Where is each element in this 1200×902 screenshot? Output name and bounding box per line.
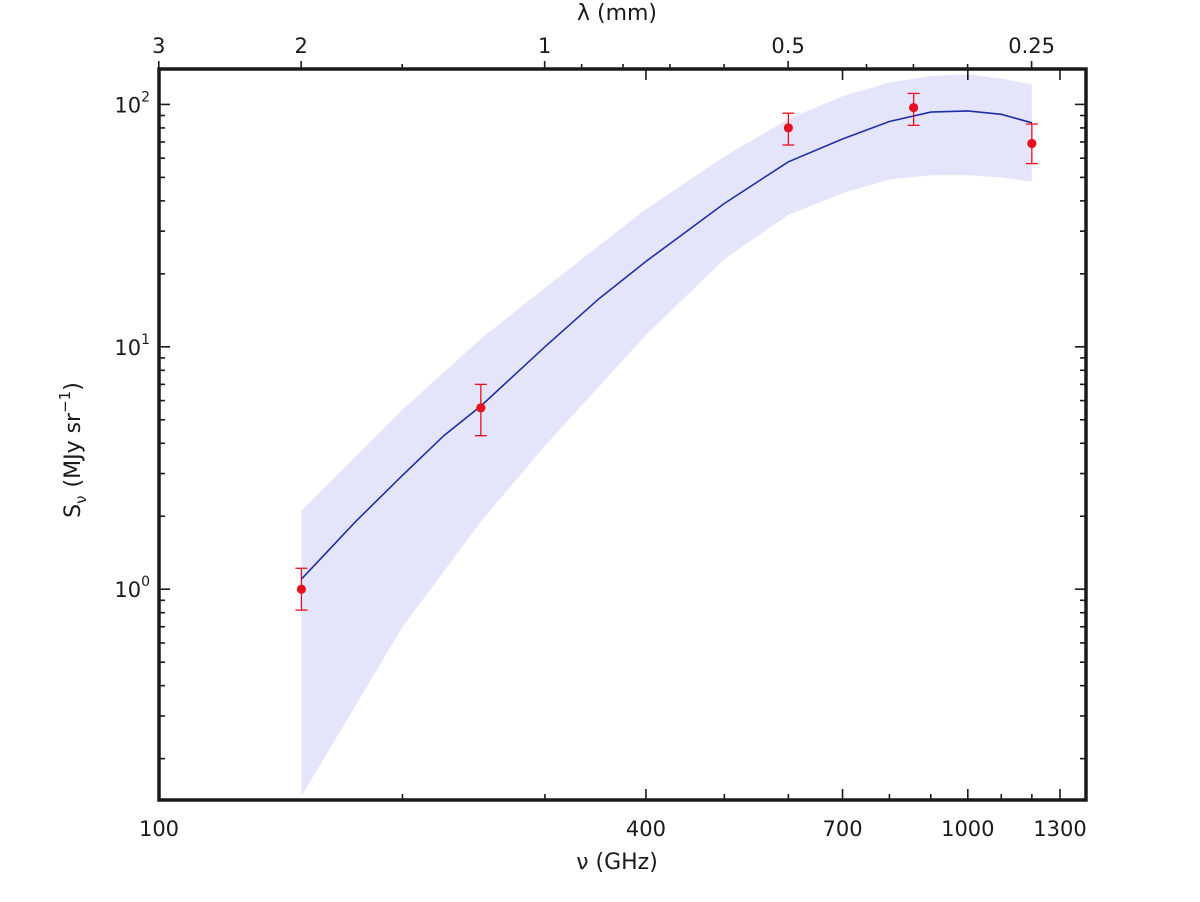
top-tick-label: 1 xyxy=(538,34,551,58)
y-tick-base: 10 xyxy=(114,336,141,360)
y-axis-label-units: (MJy sr xyxy=(61,412,86,488)
data-point-2 xyxy=(474,383,487,437)
y-axis-label-units-exponent: −1 xyxy=(56,391,74,413)
x-tick-label: 1000 xyxy=(941,817,994,841)
top-tick-label: 0.25 xyxy=(1008,34,1055,58)
data-points-layer xyxy=(295,92,1038,611)
y-tick-exponent: 2 xyxy=(141,89,150,105)
y-tick-label: 102 xyxy=(114,89,150,117)
y-axis-label-units-close: ) xyxy=(61,382,86,391)
top-tick-label: 0.5 xyxy=(771,34,804,58)
data-marker xyxy=(783,123,793,133)
model-line-layer xyxy=(300,110,1033,580)
data-marker xyxy=(1027,138,1037,149)
data-point-4 xyxy=(907,92,920,126)
model-line xyxy=(300,110,1033,580)
x-tick-label: 1300 xyxy=(1033,817,1086,841)
uncertainty-band xyxy=(301,74,1032,797)
y-tick-base: 10 xyxy=(114,93,141,117)
plot-frame xyxy=(157,67,1088,802)
data-marker xyxy=(476,403,486,413)
y-tick-label: 100 xyxy=(114,574,150,602)
data-marker xyxy=(296,584,307,594)
top-tick-label: 2 xyxy=(294,34,307,58)
y-tick-exponent: 0 xyxy=(141,574,150,590)
data-point-5 xyxy=(1025,123,1038,165)
x-tick-label: 100 xyxy=(139,817,179,841)
uncertainty-band-layer xyxy=(301,74,1032,797)
y-tick-exponent: 1 xyxy=(141,332,150,348)
data-point-3 xyxy=(782,112,795,146)
y-axis-label: Sν (MJy sr−1) xyxy=(56,382,90,518)
data-marker xyxy=(909,103,919,113)
y-axis-label-sub: ν xyxy=(72,495,90,503)
top-tick-label: 3 xyxy=(152,34,165,58)
x-tick-label: 700 xyxy=(822,817,862,841)
top-axis-label: λ (mm) xyxy=(577,1,657,26)
x-tick-label: 400 xyxy=(626,817,666,841)
y-axis-label-main: S xyxy=(61,504,86,518)
y-tick-label: 101 xyxy=(114,332,150,360)
x-axis-label: ν (GHz) xyxy=(576,850,658,875)
data-point-1 xyxy=(295,567,308,611)
y-tick-base: 10 xyxy=(114,578,141,602)
